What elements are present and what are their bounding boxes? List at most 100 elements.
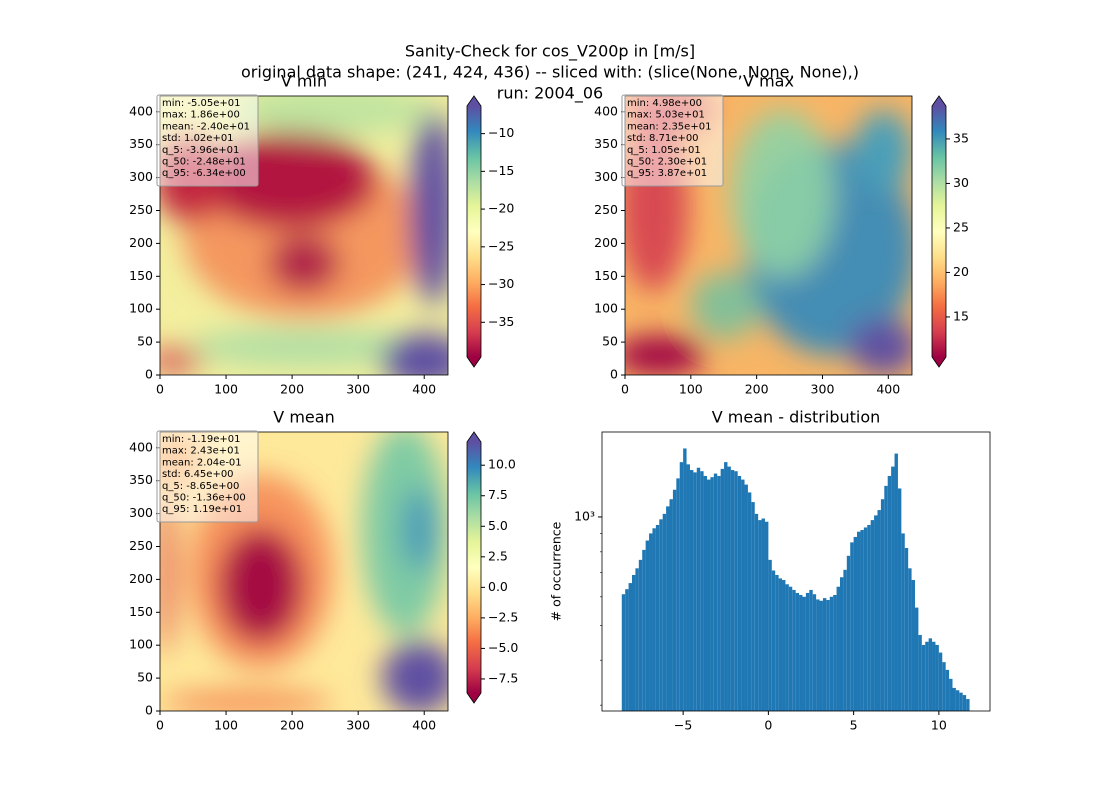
colorbar-tick-label: 2.5: [488, 548, 508, 563]
bar: [908, 568, 912, 711]
colorbar-tick-label: −30: [488, 276, 514, 291]
y-tick-label: 300: [594, 169, 618, 184]
y-tick-label: 300: [129, 505, 153, 520]
bar: [938, 652, 943, 711]
stats-line: q_50: -1.36e+00: [162, 493, 246, 504]
bar: [836, 586, 840, 711]
colorbar-outline: [466, 95, 482, 368]
stats-line: q_5: -8.65e+00: [162, 481, 239, 492]
colorbar-tick-label: −10: [488, 125, 514, 140]
colorbar-tick-label: −35: [488, 314, 514, 329]
bar: [945, 669, 950, 711]
stats-line: min: 4.98e+00: [627, 98, 702, 109]
x-tick-label: 200: [280, 382, 304, 397]
stats-line: q_95: 1.19e+01: [162, 504, 242, 515]
heatmap-blob: [160, 691, 333, 711]
bar: [782, 580, 786, 711]
colorbar-tick-label: 0.0: [488, 579, 508, 594]
axes-title: V mean: [273, 408, 334, 427]
bar: [918, 634, 922, 711]
bar: [659, 519, 663, 711]
stats-line: max: 2.43e+01: [162, 446, 240, 457]
colorbar-tick-label: 10.0: [488, 457, 516, 472]
bar: [672, 489, 677, 711]
heatmap-field: [160, 432, 448, 711]
stats-line: std: 8.71e+00: [627, 133, 699, 144]
x-tick-label: 0: [156, 718, 164, 733]
suptitle: original data shape: (241, 424, 436) -- …: [241, 63, 859, 82]
bar: [710, 477, 714, 711]
bar: [737, 475, 742, 711]
bar: [713, 473, 718, 711]
y-tick-label: 50: [137, 334, 153, 349]
stats-line: std: 6.45e+00: [162, 469, 234, 480]
bar: [764, 521, 769, 711]
colorbar-tick-label: −15: [488, 163, 514, 178]
bar: [880, 499, 885, 711]
bar: [645, 540, 650, 711]
bar: [887, 475, 892, 711]
bar: [928, 638, 933, 711]
colorbar-tick-label: 15: [953, 308, 969, 323]
bar: [683, 448, 687, 711]
x-tick-label: 0: [764, 718, 772, 733]
heatmap-blob: [269, 235, 339, 292]
axes-title: V min: [281, 72, 327, 91]
heatmap-blob: [381, 333, 448, 375]
colorbar-tick-label: 7.5: [488, 487, 508, 502]
x-tick-label: 100: [214, 718, 238, 733]
bar: [833, 594, 837, 711]
bar: [758, 520, 762, 711]
y-tick-label: 0: [610, 367, 618, 382]
x-tick-label: 300: [346, 718, 370, 733]
bar: [666, 506, 670, 711]
heatmap-blob: [401, 487, 437, 572]
bar: [693, 472, 697, 711]
x-tick-label: 300: [346, 382, 370, 397]
stats-line: min: -1.19e+01: [162, 434, 241, 445]
colorbar-outline: [931, 95, 947, 368]
bar: [720, 468, 725, 711]
x-tick-label: 0: [156, 382, 164, 397]
bar: [914, 607, 919, 711]
bar: [625, 589, 629, 711]
y-tick-label: 200: [594, 235, 618, 250]
x-tick-label: 400: [412, 718, 436, 733]
bar: [867, 524, 871, 711]
colorbar-tick-label: −20: [488, 201, 514, 216]
bar: [826, 599, 830, 711]
bar: [863, 527, 868, 711]
colorbar-tick-label: 30: [953, 175, 969, 190]
bar: [932, 641, 936, 711]
heatmap-image: [160, 96, 448, 375]
bar: [649, 533, 653, 711]
colorbar-outline: [466, 431, 482, 704]
bar: [850, 542, 854, 711]
heatmap-blob: [188, 327, 420, 367]
axes-title: V mean - distribution: [712, 408, 881, 427]
colorbar-extend-max: [932, 96, 946, 106]
colorbar-tick-label: 5.0: [488, 518, 508, 533]
heatmap-blob: [160, 347, 204, 375]
bar: [655, 524, 660, 711]
stats-line: max: 1.86e+00: [162, 110, 240, 121]
stats-line: q_5: 1.05e+01: [627, 145, 701, 156]
y-tick-label: 200: [129, 235, 153, 250]
bar: [771, 570, 776, 711]
bar: [839, 577, 844, 711]
x-tick-label: 100: [679, 382, 703, 397]
bar: [741, 479, 745, 711]
bar: [730, 470, 735, 711]
bar: [812, 594, 817, 711]
y-tick-label: 250: [594, 202, 618, 217]
axes-frame: [601, 431, 991, 712]
x-tick-label: 10: [931, 718, 947, 733]
bar: [874, 515, 878, 711]
stats-line: mean: -2.40e+01: [162, 121, 250, 132]
bar: [703, 475, 708, 711]
y-tick-label: 0: [145, 367, 153, 382]
heatmap-field: [160, 96, 448, 375]
y-tick-label: 100: [594, 301, 618, 316]
bar: [788, 586, 793, 711]
y-tick-label: 100: [129, 637, 153, 652]
